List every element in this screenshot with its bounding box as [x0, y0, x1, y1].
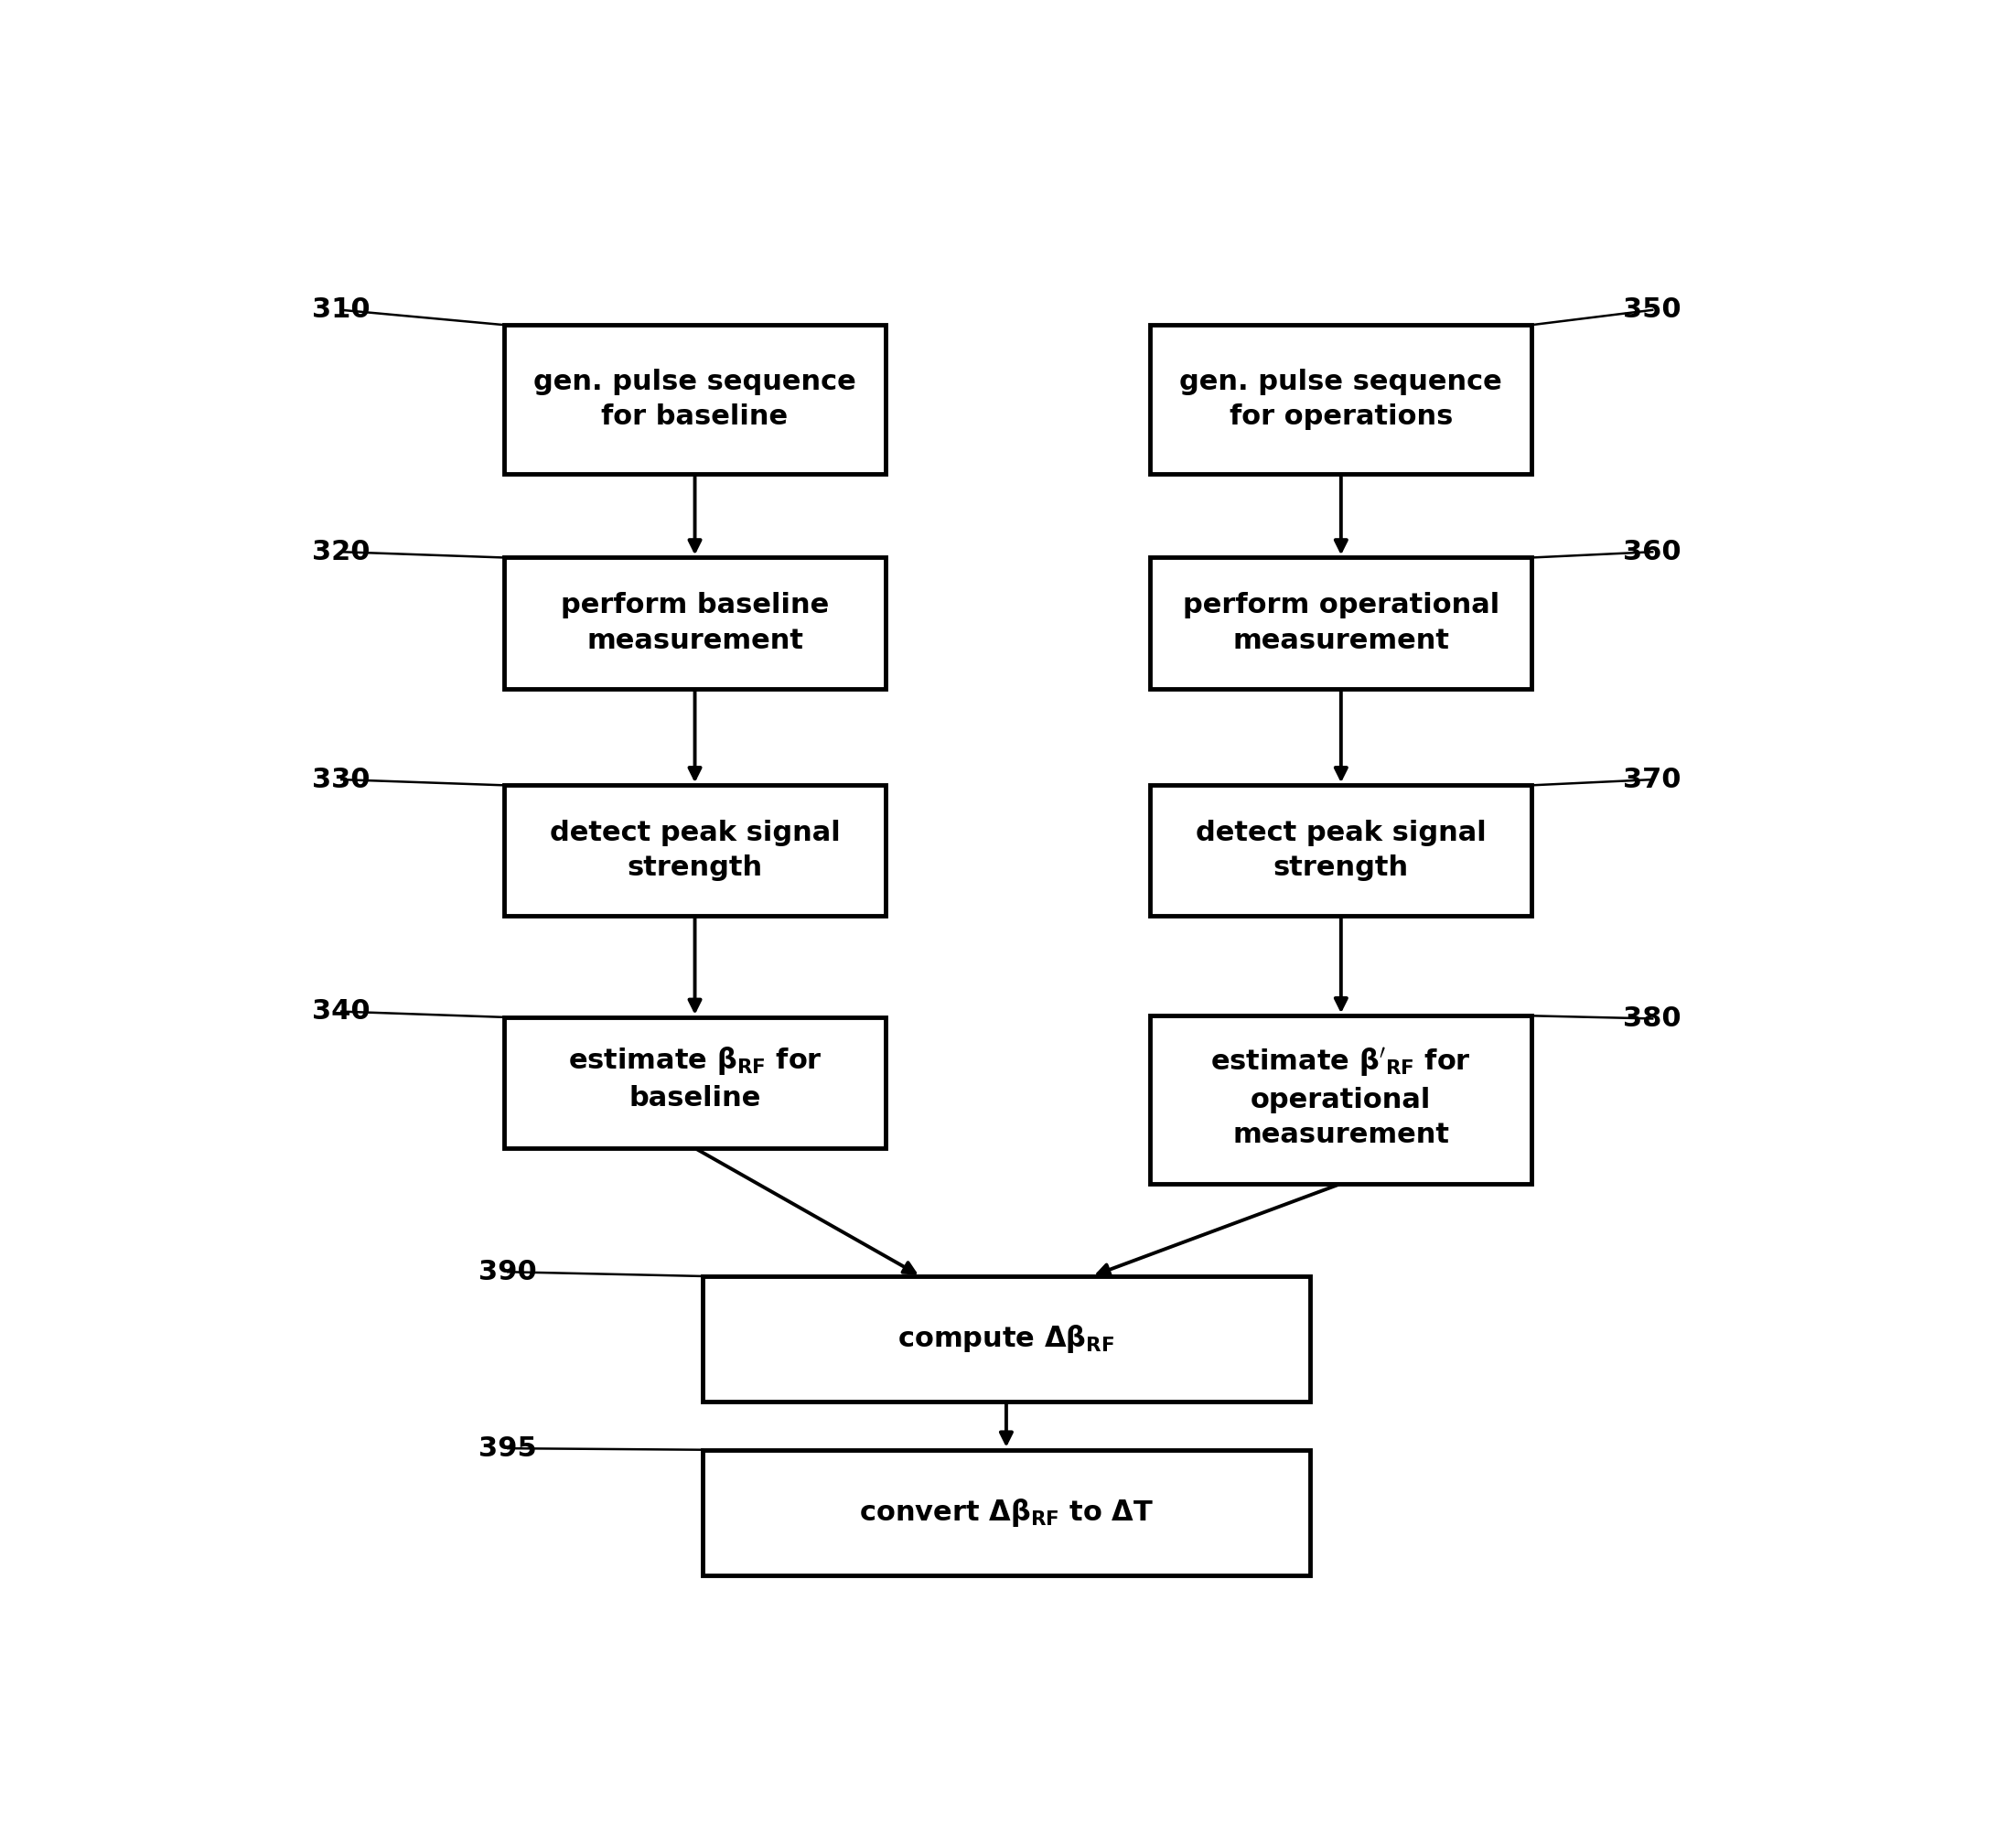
Bar: [504, 1016, 886, 1148]
Text: compute $\mathbf{\Delta\beta_{RF}}$: compute $\mathbf{\Delta\beta_{RF}}$: [898, 1323, 1115, 1355]
Text: estimate $\mathbf{\beta_{RF}}$ for
baseline: estimate $\mathbf{\beta_{RF}}$ for basel…: [569, 1044, 822, 1112]
Text: 390: 390: [478, 1258, 536, 1284]
Bar: [504, 558, 886, 689]
Text: 370: 370: [1623, 767, 1682, 793]
Text: 330: 330: [311, 767, 370, 793]
Bar: [1151, 558, 1531, 689]
Bar: [1151, 325, 1531, 475]
Text: 310: 310: [311, 298, 370, 323]
Text: 340: 340: [311, 998, 370, 1026]
Text: 350: 350: [1623, 298, 1682, 323]
Text: perform operational
measurement: perform operational measurement: [1183, 593, 1499, 654]
Text: gen. pulse sequence
for baseline: gen. pulse sequence for baseline: [534, 370, 856, 431]
Bar: [703, 1451, 1310, 1574]
Bar: [1151, 785, 1531, 917]
Text: 360: 360: [1623, 538, 1682, 565]
Text: 380: 380: [1623, 1005, 1682, 1031]
Text: estimate $\mathbf{\beta'_{RF}}$ for
operational
measurement: estimate $\mathbf{\beta'_{RF}}$ for oper…: [1211, 1046, 1471, 1148]
Text: 320: 320: [311, 538, 370, 565]
Text: convert $\mathbf{\Delta\beta_{RF}}$ to $\mathbf{\Delta T}$: convert $\mathbf{\Delta\beta_{RF}}$ to $…: [860, 1497, 1153, 1528]
Bar: [703, 1277, 1310, 1401]
Bar: [1151, 1016, 1531, 1185]
Bar: [504, 785, 886, 917]
Text: perform baseline
measurement: perform baseline measurement: [561, 593, 830, 654]
Text: 395: 395: [478, 1436, 536, 1462]
Bar: [504, 325, 886, 475]
Text: detect peak signal
strength: detect peak signal strength: [550, 821, 840, 881]
Text: detect peak signal
strength: detect peak signal strength: [1195, 821, 1487, 881]
Text: gen. pulse sequence
for operations: gen. pulse sequence for operations: [1179, 370, 1503, 431]
